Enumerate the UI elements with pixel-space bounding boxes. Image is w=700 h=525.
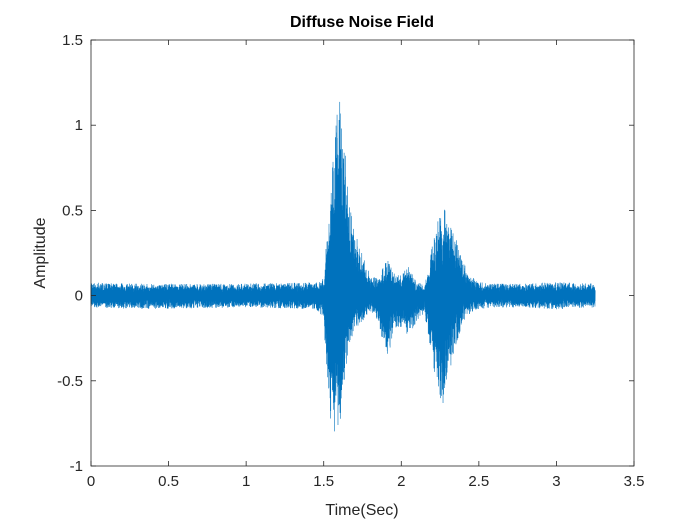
- y-tick-label: 0: [75, 288, 83, 305]
- x-tick-label: 3.5: [624, 473, 645, 490]
- x-axis-label: Time(Sec): [325, 502, 398, 519]
- x-tick-label: 2.5: [468, 473, 489, 490]
- chart-title: Diffuse Noise Field: [290, 14, 434, 31]
- y-tick-label: 1.5: [62, 32, 83, 49]
- y-tick-label: -0.5: [57, 373, 83, 390]
- waveform-line: [90, 101, 596, 432]
- x-tick-label: 1.5: [313, 473, 334, 490]
- plot-area: [90, 101, 596, 432]
- x-tick-label: 0.5: [158, 473, 179, 490]
- x-tick-label: 1: [242, 473, 250, 490]
- x-tick-label: 0: [87, 473, 95, 490]
- y-tick-label: 0.5: [62, 202, 83, 219]
- x-tick-label: 3: [552, 473, 560, 490]
- y-tick-label: 1: [75, 117, 83, 134]
- y-tick-label: -1: [70, 458, 83, 475]
- y-axis-label: Amplitude: [32, 217, 49, 288]
- axes-box: [90, 39, 635, 467]
- x-tick-label: 2: [397, 473, 405, 490]
